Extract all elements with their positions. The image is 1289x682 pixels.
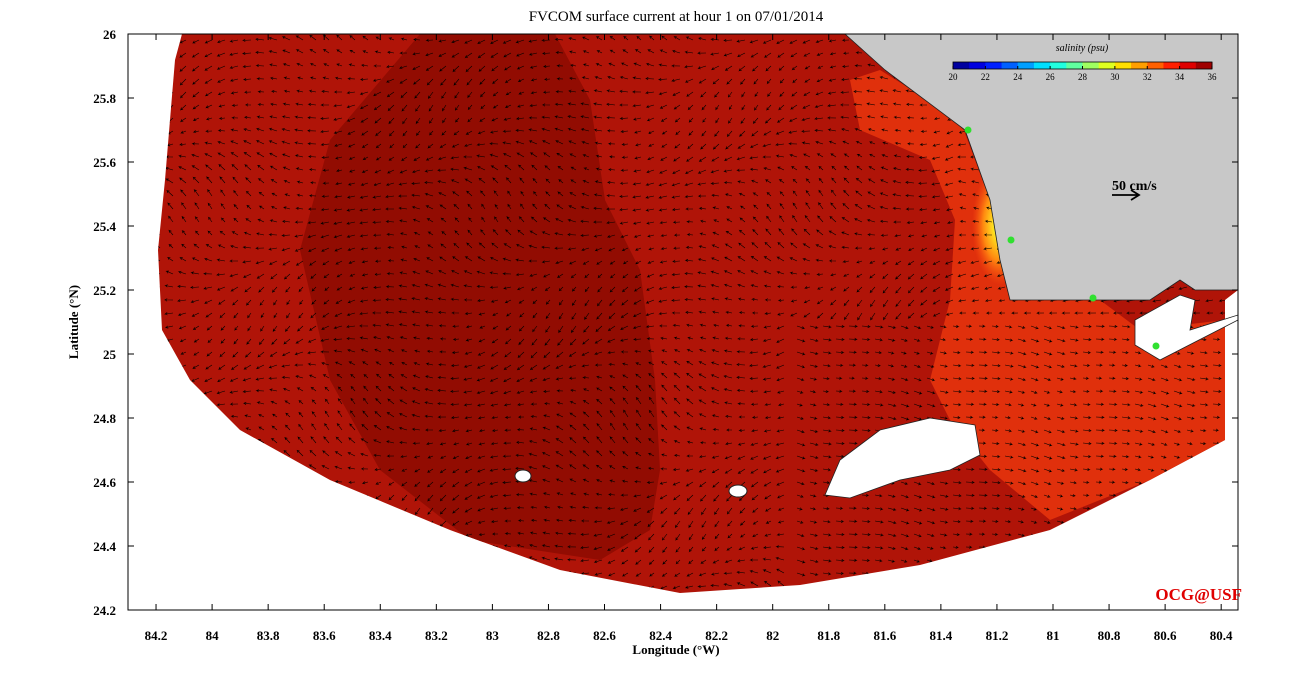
station xyxy=(1007,236,1015,244)
y-tick-label: 26 xyxy=(103,27,117,42)
x-tick-label: 83.2 xyxy=(425,628,448,643)
colorbar-segment xyxy=(985,62,1003,69)
colorbar-tick-label: 26 xyxy=(1046,72,1056,82)
colorbar-segment xyxy=(1082,62,1100,69)
colorbar: 20 22 24 26 28 30 32 34 36 xyxy=(949,61,1218,82)
colorbar-segment xyxy=(1195,62,1213,69)
x-tick-label: 80.4 xyxy=(1210,628,1233,643)
station xyxy=(1089,294,1097,302)
station xyxy=(964,126,972,134)
x-tick-label: 81.4 xyxy=(930,628,953,643)
x-tick-label: 82.2 xyxy=(705,628,728,643)
colorbar-segment xyxy=(1050,62,1067,69)
x-tick-label: 83.6 xyxy=(313,628,336,643)
x-axis-label: Longitude (°W) xyxy=(632,642,719,657)
colorbar-segment xyxy=(1147,62,1164,69)
credit: OCG@USF xyxy=(1155,585,1242,604)
colorbar-segment xyxy=(1179,62,1197,69)
colorbar-segment xyxy=(1131,62,1148,69)
colorbar-segment xyxy=(1033,62,1051,69)
colorbar-segment xyxy=(1001,62,1019,69)
colorbar-segment xyxy=(953,62,970,69)
x-tick-label: 81 xyxy=(1047,628,1060,643)
y-tick-label: 25.4 xyxy=(93,219,116,234)
x-tick-label: 81.6 xyxy=(873,628,896,643)
x-tick-label: 82.8 xyxy=(537,628,560,643)
x-tick-label: 80.6 xyxy=(1154,628,1177,643)
y-tick-label: 24.8 xyxy=(93,411,116,426)
colorbar-segment xyxy=(1066,62,1083,69)
y-tick-label: 24.2 xyxy=(93,603,116,618)
islet xyxy=(728,484,748,498)
y-tick-label: 24.6 xyxy=(93,475,116,490)
coastal-water xyxy=(850,70,1225,520)
colorbar-tick-label: 32 xyxy=(1143,72,1152,82)
x-tick-label: 84.2 xyxy=(145,628,168,643)
x-tick-label: 83.4 xyxy=(369,628,392,643)
x-tick-label: 81.2 xyxy=(986,628,1009,643)
y-axis-label: Latitude (°N) xyxy=(66,285,81,359)
y-tick-label: 25 xyxy=(103,347,117,362)
x-tick-label: 82.6 xyxy=(593,628,616,643)
colorbar-tick-label: 30 xyxy=(1110,72,1120,82)
x-tick-label: 81.8 xyxy=(817,628,840,643)
station xyxy=(1152,342,1160,350)
y-tick-label: 25.6 xyxy=(93,155,116,170)
axes-box xyxy=(127,33,1239,611)
colorbar-tick-label: 22 xyxy=(981,72,990,82)
colorbar-segment xyxy=(1163,62,1181,69)
colorbar-tick-label: 24 xyxy=(1013,72,1023,82)
dark-water xyxy=(300,34,660,560)
colorbar-segment xyxy=(1017,62,1035,69)
map-title: FVCOM surface current at hour 1 on 07/01… xyxy=(529,9,824,25)
colorbar-tick-label: 28 xyxy=(1078,72,1088,82)
x-tick-label: 82.4 xyxy=(649,628,672,643)
colorbar-tick-label: 36 xyxy=(1208,72,1218,82)
colorbar-segment xyxy=(969,62,986,69)
y-tick-label: 25.2 xyxy=(93,283,116,298)
y-tick-label: 24.4 xyxy=(93,539,116,554)
islet xyxy=(514,469,532,483)
x-tick-label: 80.8 xyxy=(1098,628,1121,643)
colorbar-tick-label: 34 xyxy=(1175,72,1185,82)
scale-arrow xyxy=(1112,189,1141,201)
shoal-island xyxy=(824,417,981,499)
x-tick-label: 83.8 xyxy=(257,628,280,643)
x-tick-label: 82 xyxy=(766,628,779,643)
x-tick-label: 83 xyxy=(486,628,500,643)
y-tick-label: 25.8 xyxy=(93,91,116,106)
colorbar-segment xyxy=(1098,62,1116,69)
colorbar-label: salinity (psu) xyxy=(1056,43,1109,54)
x-tick-label: 84 xyxy=(206,628,220,643)
scale-label: 50 cm/s xyxy=(1112,179,1157,194)
colorbar-tick-label: 20 xyxy=(949,72,959,82)
colorbar-segment xyxy=(1114,62,1132,69)
